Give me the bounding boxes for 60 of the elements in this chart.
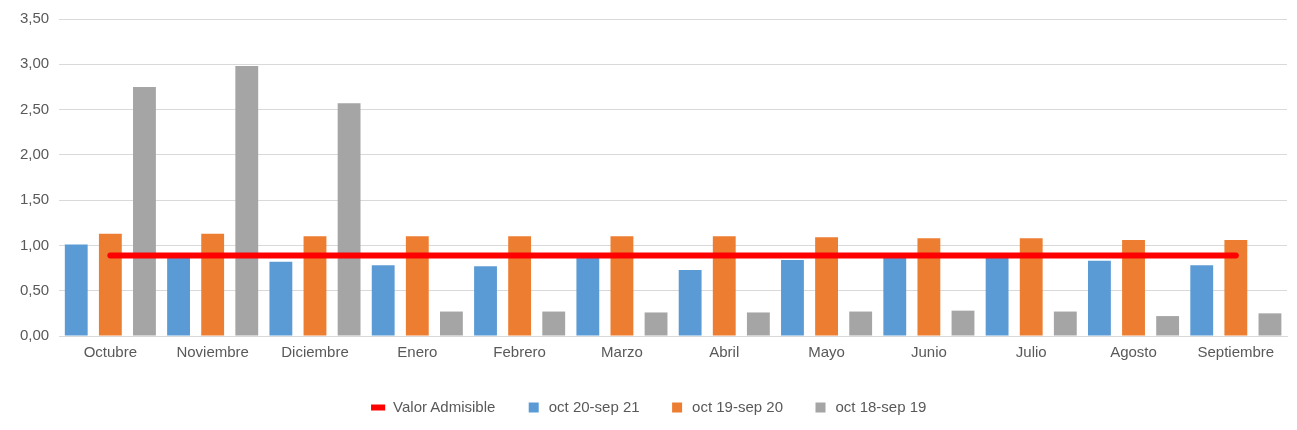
y-tick-label: 3,00 [19,54,50,72]
bar [1122,239,1145,336]
bar [1156,316,1180,336]
bar [746,312,770,336]
x-tick-label: Julio [1015,343,1047,361]
bar [1019,238,1043,336]
bar [883,256,907,336]
bar [985,256,1009,336]
x-tick-label: Mayo [808,343,845,361]
bar [167,256,190,336]
bar [371,265,395,336]
x-tick-label: Abril [709,343,740,361]
bar [337,103,361,336]
y-tick-label: 0,00 [19,326,50,344]
bar [98,233,122,336]
bar [235,66,259,336]
bar [1190,265,1214,336]
x-tick-label: Enero [397,343,438,361]
x-tick-label: Agosto [1110,343,1157,361]
bar [712,236,736,336]
bar [133,86,156,336]
bar [201,233,225,336]
bar [610,236,634,336]
y-tick-label: 1,50 [19,190,50,208]
bar [678,269,702,336]
y-tick-label: 1,00 [19,235,50,253]
bar [1053,311,1077,336]
bar [951,310,975,336]
bar [439,311,463,336]
x-tick-label: Noviembre [176,343,249,361]
legend-label: oct 19-sep 20 [692,397,784,415]
bar [849,311,873,336]
bar [542,311,566,336]
bar [1258,313,1282,336]
bar [405,236,429,336]
y-tick-label: 2,50 [19,99,50,117]
bar [1087,260,1111,336]
bar [269,261,293,336]
bar [64,244,88,336]
x-tick-label: Septiembre [1197,343,1275,361]
x-tick-label: Febrero [493,343,546,361]
x-tick-label: Octubre [83,343,138,361]
x-tick-label: Diciembre [281,343,349,361]
bar [917,238,941,336]
y-tick-label: 0,50 [19,280,50,298]
bar [781,259,804,336]
x-tick-label: Marzo [601,343,643,361]
bar [474,266,497,336]
bar [508,236,532,336]
bar [303,236,327,336]
legend-label: oct 18-sep 19 [835,397,927,415]
bar [644,312,668,336]
y-tick-label: 2,00 [19,145,50,162]
x-tick-label: Junio [910,343,947,361]
legend-label: oct 20-sep 21 [548,397,640,415]
bar [576,256,600,336]
bar [815,237,838,336]
bar [1224,239,1248,336]
legend-label: Valor Admisible [393,397,496,415]
y-tick-label: 3,50 [19,9,50,27]
